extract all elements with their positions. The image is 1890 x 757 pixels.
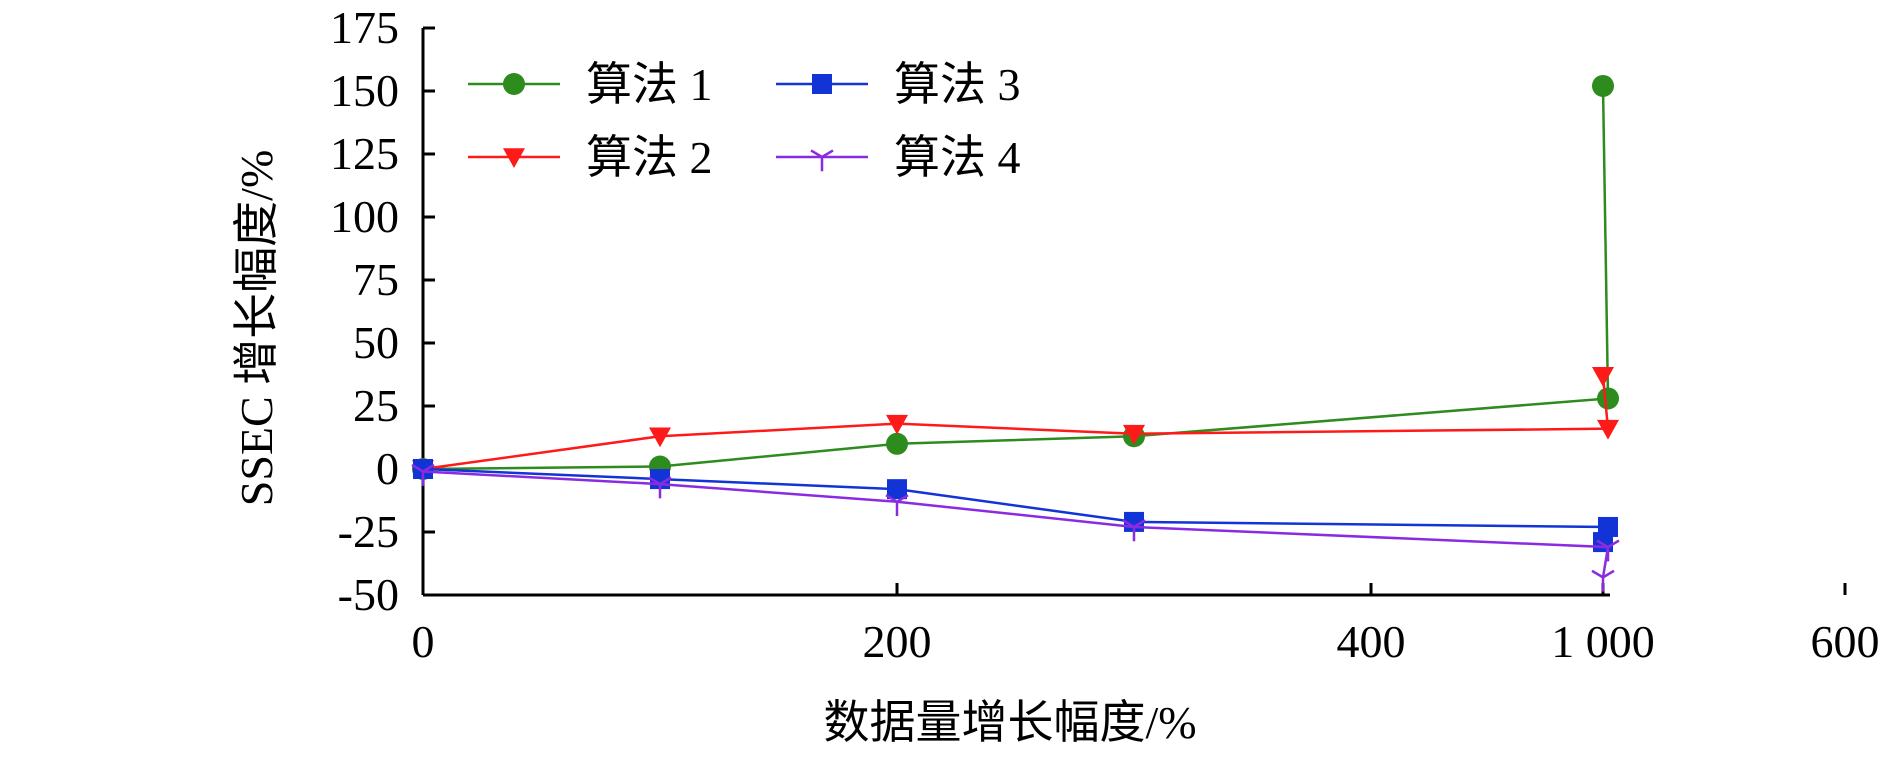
y-tick-label: 50 <box>353 317 399 368</box>
y-axis-title: SSEC 增长幅度/% <box>231 150 282 507</box>
x-tick-label: 200 <box>863 616 932 667</box>
legend-item: 算法 4 <box>776 132 1021 183</box>
data-point <box>411 463 435 486</box>
legend-label: 算法 4 <box>894 132 1021 183</box>
y-tick-label: -50 <box>338 569 399 620</box>
series-line <box>422 85 1610 471</box>
legend-label: 算法 2 <box>586 132 713 183</box>
data-point <box>1596 539 1620 562</box>
legend-label: 算法 1 <box>586 59 713 110</box>
y-tick-label: 25 <box>353 380 399 431</box>
data-point <box>1122 519 1146 542</box>
y-tick-label: 100 <box>330 191 399 242</box>
data-point <box>1123 424 1145 445</box>
series-3 <box>413 459 1618 553</box>
y-tick-label: 175 <box>330 2 399 53</box>
legend-marker <box>503 73 525 95</box>
legend-marker <box>812 74 832 94</box>
data-point <box>1591 569 1615 592</box>
data-point <box>1597 387 1619 410</box>
data-point <box>1593 532 1613 553</box>
series-4 <box>411 463 1620 592</box>
data-point <box>1592 366 1614 387</box>
data-point <box>886 414 908 435</box>
data-point <box>887 479 907 500</box>
legend-item: 算法 3 <box>776 59 1021 110</box>
data-point <box>413 459 433 479</box>
x-axis-title: 数据量增长幅度/% <box>823 697 1196 748</box>
legend-item: 算法 1 <box>468 59 713 110</box>
series-line <box>422 375 1610 471</box>
data-point <box>1598 516 1618 537</box>
series-2 <box>412 366 1619 480</box>
legend-label: 算法 3 <box>894 59 1021 110</box>
x-ticks: 02004006008001 000 <box>412 583 1880 667</box>
x-tick-label: 1 000 <box>1551 616 1655 667</box>
data-point <box>1597 419 1619 440</box>
y-tick-label: 125 <box>330 128 399 179</box>
data-point <box>886 432 908 455</box>
series-1 <box>412 74 1619 480</box>
x-tick-label: 0 <box>412 616 435 667</box>
x-tick-label: 600 <box>1811 616 1880 667</box>
axes <box>421 28 1610 597</box>
data-point <box>1592 74 1614 97</box>
y-tick-label: 75 <box>353 254 399 305</box>
legend: 算法 1 算法 2 算法 3 算法 4 <box>468 59 1021 183</box>
data-point <box>649 427 671 448</box>
y-tick-label: 150 <box>330 65 399 116</box>
series-layer <box>411 74 1620 592</box>
y-tick-label: -25 <box>338 506 399 557</box>
data-point <box>885 494 909 517</box>
legend-marker <box>503 148 525 168</box>
x-tick-label: 400 <box>1337 616 1406 667</box>
y-ticks: 175 150 125 100 75 50 25 0 -25 -50 <box>330 2 435 620</box>
y-tick-label: 0 <box>376 443 399 494</box>
legend-marker <box>810 149 834 172</box>
legend-item: 算法 2 <box>468 132 713 183</box>
data-point <box>648 476 672 499</box>
